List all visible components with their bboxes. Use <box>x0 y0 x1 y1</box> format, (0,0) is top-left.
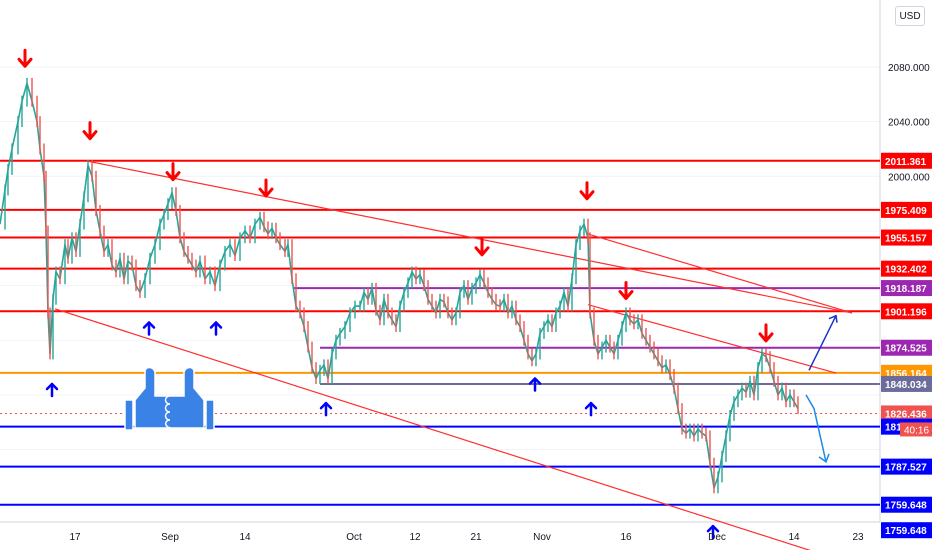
down-arrow-icon <box>579 181 595 201</box>
price-label: 1932.402 <box>885 265 927 276</box>
x-tick-label: 14 <box>788 532 800 543</box>
down-arrow-icon <box>474 237 490 257</box>
up-arrow-icon <box>45 382 59 398</box>
price-label: 1856.164 <box>885 369 927 380</box>
down-arrow-head <box>474 246 490 257</box>
down-arrow-head <box>165 171 181 182</box>
thumb-cuff <box>124 399 134 431</box>
up-arrow-head <box>319 401 333 410</box>
thumbs-up-icon <box>164 366 215 431</box>
y-tick-label: 2000.000 <box>888 172 930 183</box>
trend-line <box>54 308 827 555</box>
up-arrow-icon <box>209 321 223 336</box>
x-tick-label: Nov <box>533 532 551 543</box>
price-label-box <box>881 152 932 169</box>
down-arrow-icon <box>82 121 98 141</box>
price-label: 1787.527 <box>885 463 927 474</box>
forecast-down-arrow <box>805 394 827 463</box>
currency-button[interactable]: USD <box>895 6 925 26</box>
y-tick-label: 2080.000 <box>888 63 930 74</box>
thumb-hand <box>164 366 205 429</box>
down-arrow-head <box>579 190 595 201</box>
down-arrow-icon <box>165 162 181 182</box>
x-tick-label: 16 <box>620 532 632 543</box>
price-label: 1759.648 <box>885 501 927 512</box>
x-tick-label: 21 <box>470 532 482 543</box>
x-tick-label: 17 <box>69 532 81 543</box>
price-label: 1759.648 <box>885 526 927 537</box>
x-tick-label: Oct <box>346 532 362 543</box>
up-arrow-icon <box>319 401 333 417</box>
up-arrow-head <box>584 401 598 410</box>
down-arrow-head <box>618 290 634 301</box>
up-arrow-icon <box>584 401 598 417</box>
down-arrow-head <box>82 130 98 141</box>
thumb-cuff <box>205 399 215 431</box>
price-label-box <box>881 303 932 320</box>
x-tick-label: 12 <box>409 532 421 543</box>
up-arrow-icon <box>706 524 720 540</box>
countdown-label: 40:16 <box>904 425 929 436</box>
down-arrow-icon <box>258 178 274 198</box>
price-label-box <box>881 522 932 539</box>
price-label-box <box>881 458 932 475</box>
up-arrow-head <box>142 321 156 329</box>
price-label: 1955.157 <box>885 234 927 245</box>
price-label: 1975.409 <box>885 206 927 217</box>
price-label-box <box>881 260 932 277</box>
price-label: 1918.187 <box>885 284 927 295</box>
forecast-down-head <box>818 453 830 464</box>
up-arrow-head <box>528 377 542 385</box>
price-label-box <box>881 339 932 356</box>
down-arrow-icon <box>17 48 33 68</box>
up-arrow-icon <box>142 321 156 336</box>
x-tick-label: 14 <box>239 532 251 543</box>
forecast-up-head <box>828 314 838 323</box>
up-arrow-head <box>209 321 223 329</box>
down-arrow-icon <box>758 323 774 343</box>
price-label: 1848.034 <box>885 380 927 391</box>
x-tick-label: Dec <box>708 532 726 543</box>
down-arrow-head <box>258 187 274 198</box>
price-label-box <box>881 405 932 422</box>
price-label-box <box>881 280 932 297</box>
down-arrow-icon <box>618 281 634 301</box>
up-arrow-head <box>706 524 720 533</box>
x-tick-label: Sep <box>161 532 179 543</box>
down-arrow-head <box>17 57 33 68</box>
price-label: 1874.525 <box>885 344 927 355</box>
price-label-box <box>881 229 932 246</box>
y-tick-label: 2040.000 <box>888 118 930 129</box>
price-label: 2011.361 <box>885 157 927 168</box>
up-arrow-icon <box>528 377 542 392</box>
price-label-box <box>881 201 932 218</box>
forecast-up-arrow <box>808 315 837 371</box>
trend-line <box>87 160 853 314</box>
price-label-box <box>881 496 932 513</box>
countdown-box <box>900 422 932 437</box>
price-label: 1826.436 <box>885 409 927 420</box>
up-arrow-head <box>45 382 59 391</box>
price-label-box <box>881 375 932 392</box>
price-label: 1901.196 <box>885 307 927 318</box>
trend-line <box>586 233 853 314</box>
down-arrow-head <box>758 332 774 343</box>
x-tick-label: 23 <box>852 532 864 543</box>
